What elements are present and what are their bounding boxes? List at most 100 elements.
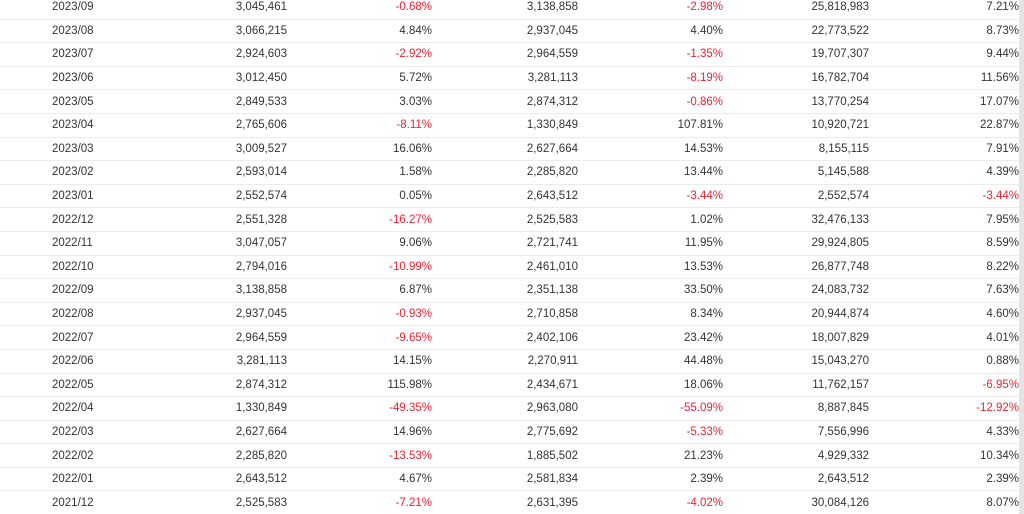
table-row: 2022/01 2,643,512 4.67% 2,581,834 2.39% 2,643… [0,467,1021,492]
cell-cumulative-change: 0.88% [869,349,1021,374]
cell-value-2: 2,963,080 [432,396,578,421]
cell-change-1: -0.68% [287,0,432,20]
cell-cumulative-change: 4.01% [869,325,1021,350]
cell-value-2: 2,643,512 [432,184,578,209]
cell-cumulative: 2,552,574 [723,184,869,209]
cell-change-2: 11.95% [578,231,723,256]
cell-cumulative: 26,877,748 [723,255,869,280]
cell-value-1: 3,047,057 [104,231,287,256]
cell-value-2: 2,351,138 [432,278,578,303]
cell-change-1: -9.65% [287,325,432,350]
cell-cumulative: 20,944,874 [723,302,869,327]
cell-change-2: 14.53% [578,137,723,162]
cell-cumulative-change: -6.95% [869,373,1021,398]
cell-value-1: 3,066,215 [104,19,287,44]
cell-cumulative-change: 10.34% [869,443,1021,468]
cell-month: 2022/07 [0,325,104,350]
cell-change-1: -7.21% [287,490,432,514]
cell-cumulative-change: -3.44% [869,184,1021,209]
cell-month: 2022/12 [0,207,104,232]
cell-cumulative-change: 4.33% [869,420,1021,445]
cell-cumulative-change: 8.73% [869,19,1021,44]
cell-change-2: 107.81% [578,113,723,138]
cell-change-1: 16.06% [287,137,432,162]
cell-value-1: 2,849,533 [104,89,287,114]
table-row: 2023/05 2,849,533 3.03% 2,874,312 -0.86% 13,7… [0,89,1021,114]
cell-month: 2023/09 [0,0,104,20]
table-row: 2022/02 2,285,820 -13.53% 1,885,502 21.23% 4,… [0,443,1021,468]
cell-change-1: 14.15% [287,349,432,374]
cell-cumulative-change: 2.39% [869,467,1021,492]
cell-value-1: 1,330,849 [104,396,287,421]
cell-cumulative-change: 4.60% [869,302,1021,327]
cell-month: 2022/09 [0,278,104,303]
cell-change-2: -2.98% [578,0,723,20]
cell-change-2: -55.09% [578,396,723,421]
cell-change-2: 4.40% [578,19,723,44]
cell-month: 2023/05 [0,89,104,114]
cell-value-2: 2,627,664 [432,137,578,162]
table-row: 2023/09 3,045,461 -0.68% 3,138,858 -2.98% 25,… [0,0,1021,20]
table-row: 2023/07 2,924,603 -2.92% 2,964,559 -1.35% 19,… [0,42,1021,67]
cell-change-2: 33.50% [578,278,723,303]
cell-value-2: 2,402,106 [432,325,578,350]
cell-change-2: 1.02% [578,207,723,232]
table-row: 2023/01 2,552,574 0.05% 2,643,512 -3.44% 2,55… [0,184,1021,209]
cell-cumulative: 22,773,522 [723,19,869,44]
cell-month: 2022/01 [0,467,104,492]
cell-value-2: 3,138,858 [432,0,578,20]
cell-change-1: -49.35% [287,396,432,421]
cell-value-1: 3,138,858 [104,278,287,303]
cell-cumulative: 24,083,732 [723,278,869,303]
cell-value-1: 2,525,583 [104,490,287,514]
cell-cumulative: 4,929,332 [723,443,869,468]
table-row: 2022/10 2,794,016 -10.99% 2,461,010 13.53% 26… [0,255,1021,280]
cell-change-2: 18.06% [578,373,723,398]
table-row: 2022/12 2,551,328 -16.27% 2,525,583 1.02% 32,… [0,207,1021,232]
cell-change-2: 23.42% [578,325,723,350]
cell-cumulative-change: 22.87% [869,113,1021,138]
cell-value-2: 2,525,583 [432,207,578,232]
cell-cumulative-change: 4.39% [869,160,1021,185]
cell-month: 2023/06 [0,66,104,91]
cell-value-2: 2,775,692 [432,420,578,445]
cell-change-2: -1.35% [578,42,723,67]
cell-cumulative-change: 7.21% [869,0,1021,20]
vertical-scrollbar[interactable] [1019,0,1024,514]
table-row: 2023/06 3,012,450 5.72% 3,281,113 -8.19% 16,7… [0,66,1021,91]
scrollbar-thumb[interactable] [1019,0,1024,514]
cell-cumulative: 16,782,704 [723,66,869,91]
cell-change-2: -5.33% [578,420,723,445]
cell-change-1: 6.87% [287,278,432,303]
cell-change-1: 1.58% [287,160,432,185]
cell-value-1: 2,924,603 [104,42,287,67]
cell-change-1: -13.53% [287,443,432,468]
cell-value-2: 2,874,312 [432,89,578,114]
cell-month: 2022/11 [0,231,104,256]
cell-month: 2021/12 [0,490,104,514]
cell-value-2: 1,330,849 [432,113,578,138]
cell-change-2: -4.02% [578,490,723,514]
cell-change-1: 5.72% [287,66,432,91]
cell-value-1: 3,012,450 [104,66,287,91]
cell-month: 2022/02 [0,443,104,468]
cell-change-1: -0.93% [287,302,432,327]
cell-cumulative-change: 8.22% [869,255,1021,280]
table-row: 2023/04 2,765,606 -8.11% 1,330,849 107.81% 10… [0,113,1021,138]
cell-cumulative: 32,476,133 [723,207,869,232]
cell-change-2: 13.53% [578,255,723,280]
cell-month: 2023/02 [0,160,104,185]
cell-change-1: 115.98% [287,373,432,398]
cell-month: 2022/10 [0,255,104,280]
cell-month: 2022/03 [0,420,104,445]
table-row: 2022/04 1,330,849 -49.35% 2,963,080 -55.09% 8… [0,396,1021,421]
cell-change-1: -2.92% [287,42,432,67]
cell-value-2: 2,631,395 [432,490,578,514]
cell-value-1: 3,045,461 [104,0,287,20]
cell-value-1: 2,964,559 [104,325,287,350]
cell-cumulative-change: 17.07% [869,89,1021,114]
table-row: 2023/03 3,009,527 16.06% 2,627,664 14.53% 8,1… [0,137,1021,162]
cell-cumulative: 10,920,721 [723,113,869,138]
